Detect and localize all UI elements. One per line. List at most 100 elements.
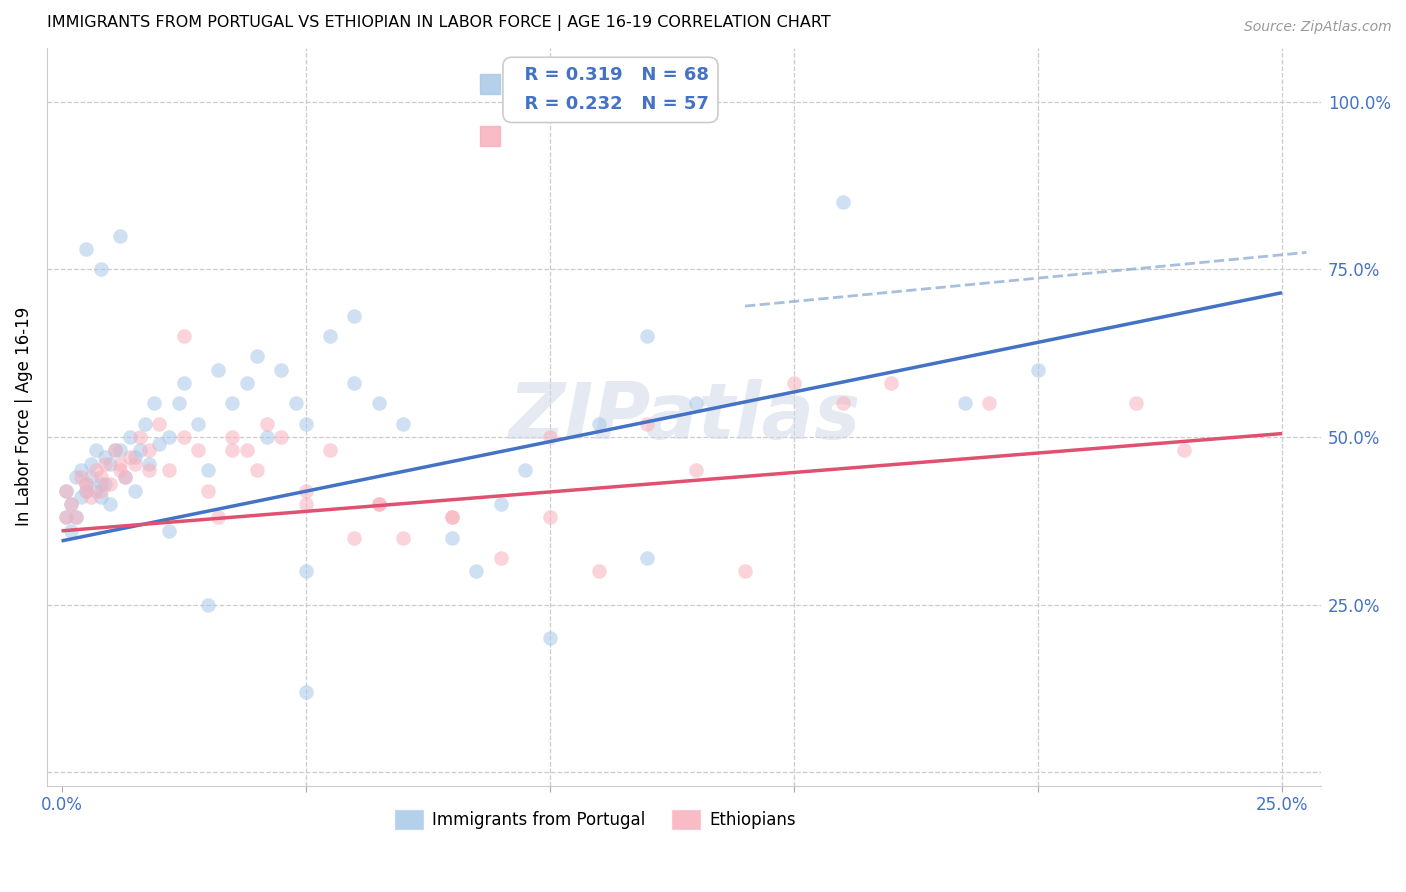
Point	[221, 443, 243, 458]
Point	[148, 436, 170, 450]
Point	[134, 417, 156, 431]
Point	[90, 262, 112, 277]
Point	[367, 497, 389, 511]
Point	[319, 443, 342, 458]
Point	[270, 363, 292, 377]
Point	[75, 476, 97, 491]
Point	[187, 443, 209, 458]
Point	[1125, 396, 1147, 410]
Point	[343, 376, 366, 391]
Point	[118, 450, 141, 464]
Point	[831, 396, 853, 410]
Point	[441, 510, 464, 524]
Point	[157, 463, 180, 477]
Point	[294, 483, 316, 498]
Point	[489, 550, 512, 565]
Point	[138, 463, 160, 477]
Text: Source: ZipAtlas.com: Source: ZipAtlas.com	[1244, 20, 1392, 34]
Point	[367, 396, 389, 410]
Point	[343, 531, 366, 545]
Point	[953, 396, 976, 410]
Text: IMMIGRANTS FROM PORTUGAL VS ETHIOPIAN IN LABOR FORCE | AGE 16-19 CORRELATION CHA: IMMIGRANTS FROM PORTUGAL VS ETHIOPIAN IN…	[46, 15, 831, 31]
Point	[55, 483, 77, 498]
Point	[1173, 443, 1195, 458]
Point	[148, 417, 170, 431]
Point	[588, 417, 610, 431]
Point	[734, 564, 756, 578]
Point	[65, 510, 87, 524]
Y-axis label: In Labor Force | Age 16-19: In Labor Force | Age 16-19	[15, 307, 32, 526]
Point	[90, 491, 112, 505]
Point	[114, 470, 136, 484]
Point	[138, 443, 160, 458]
Point	[246, 463, 269, 477]
Text: R = 0.319   N = 68
  R = 0.232   N = 57: R = 0.319 N = 68 R = 0.232 N = 57	[512, 66, 709, 113]
Point	[173, 430, 195, 444]
Point	[157, 524, 180, 538]
Point	[685, 463, 707, 477]
Text: ZIPatlas: ZIPatlas	[508, 379, 860, 455]
Point	[65, 470, 87, 484]
Legend: Immigrants from Portugal, Ethiopians: Immigrants from Portugal, Ethiopians	[387, 803, 803, 837]
Point	[118, 430, 141, 444]
Point	[538, 430, 561, 444]
Point	[256, 417, 278, 431]
Point	[84, 443, 107, 458]
Point	[55, 510, 77, 524]
Point	[246, 350, 269, 364]
Point	[124, 457, 146, 471]
Point	[60, 497, 83, 511]
Point	[108, 457, 131, 471]
Point	[70, 491, 93, 505]
Point	[124, 450, 146, 464]
Point	[538, 510, 561, 524]
Point	[207, 363, 229, 377]
Point	[392, 531, 415, 545]
Point	[94, 450, 117, 464]
Point	[343, 309, 366, 323]
Point	[84, 483, 107, 498]
Point	[207, 510, 229, 524]
Point	[65, 510, 87, 524]
Point	[98, 476, 121, 491]
Point	[1026, 363, 1049, 377]
Point	[294, 417, 316, 431]
Point	[60, 497, 83, 511]
Point	[90, 483, 112, 498]
Point	[80, 457, 103, 471]
Point	[294, 685, 316, 699]
Point	[441, 510, 464, 524]
Point	[197, 598, 219, 612]
Point	[104, 443, 127, 458]
Point	[108, 463, 131, 477]
Point	[197, 463, 219, 477]
Point	[880, 376, 903, 391]
Point	[55, 510, 77, 524]
Point	[236, 443, 259, 458]
Point	[75, 242, 97, 256]
Point	[367, 497, 389, 511]
Point	[221, 430, 243, 444]
Point	[636, 329, 658, 343]
Point	[108, 228, 131, 243]
Point	[831, 195, 853, 210]
Point	[319, 329, 342, 343]
Point	[294, 497, 316, 511]
Point	[636, 417, 658, 431]
Point	[128, 430, 150, 444]
Point	[441, 531, 464, 545]
Point	[75, 483, 97, 498]
Point	[114, 470, 136, 484]
Point	[98, 497, 121, 511]
Point	[515, 463, 537, 477]
Point	[197, 483, 219, 498]
Point	[143, 396, 166, 410]
Point	[270, 430, 292, 444]
Point	[256, 430, 278, 444]
Point	[157, 430, 180, 444]
Point	[465, 564, 488, 578]
Point	[80, 491, 103, 505]
Point	[75, 483, 97, 498]
Point	[636, 550, 658, 565]
Point	[70, 470, 93, 484]
